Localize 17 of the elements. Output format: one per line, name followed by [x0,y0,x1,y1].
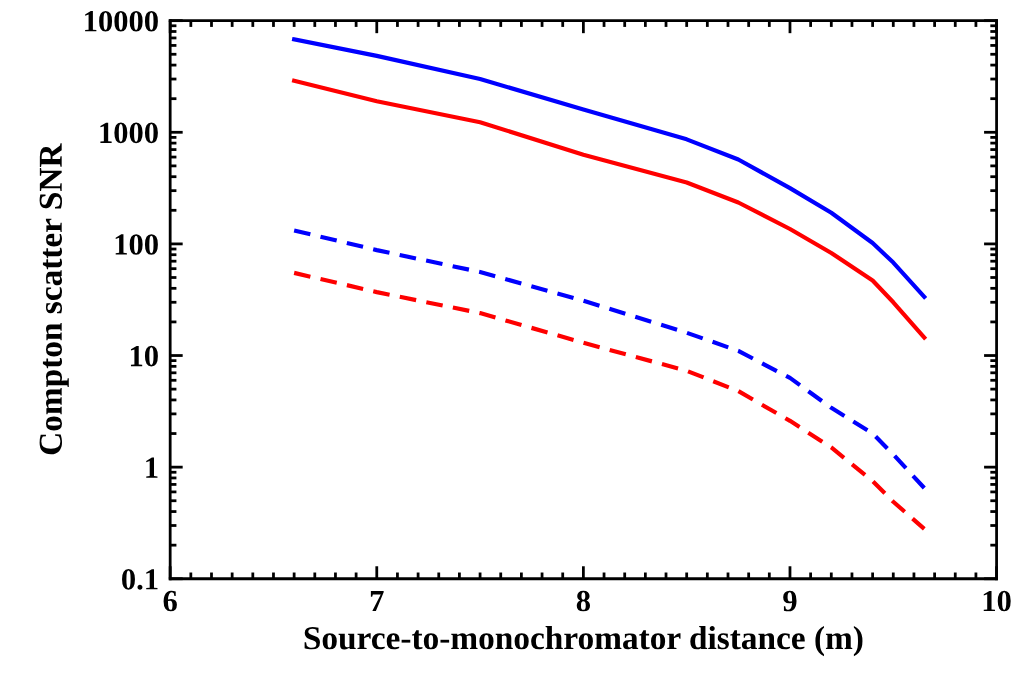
x-axis-title: Source-to-monochromator distance (m) [304,625,863,657]
x-tick-label: 7 [370,591,384,612]
y-tick-label: 10 [130,345,158,367]
y-tick-label: 10000 [85,10,158,32]
x-tick-label: 8 [576,590,590,612]
y-tick-label: 1000 [100,122,158,144]
line-series [292,228,927,491]
x-tick-label: 6 [163,590,177,612]
y-tick-label: 1 [146,457,158,478]
line-series [292,78,927,340]
x-tick-label: 9 [783,590,797,612]
line-series [292,270,927,531]
y-tick-label: 0.1 [122,569,158,590]
line-series [292,37,927,300]
x-tick-label: 10 [983,590,1011,612]
y-axis-title: Compton scatter SNR [39,143,69,455]
y-tick-label: 100 [115,234,158,255]
